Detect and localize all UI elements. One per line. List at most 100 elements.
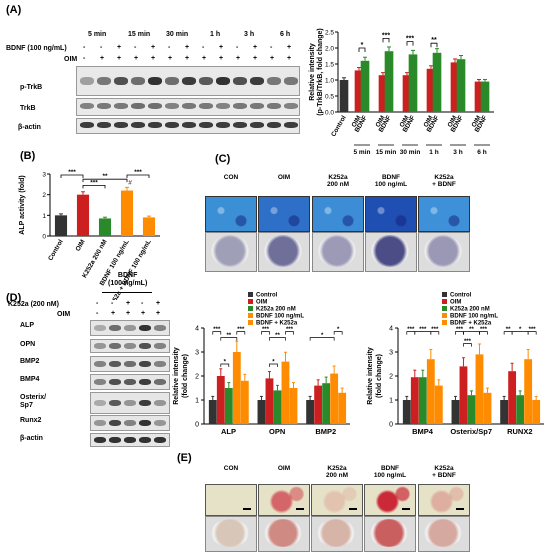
oim-sign: +	[156, 310, 161, 317]
oim-sign: +	[141, 310, 146, 317]
chart-d-left: 0 1 2 3 4 Relative intensity (fold change) Cont…	[173, 292, 350, 436]
e-dish-well	[317, 519, 355, 547]
y-tick-label: 4	[389, 326, 393, 333]
blot-band	[139, 437, 151, 443]
y-tick-label: 0	[195, 422, 199, 429]
d-oim-label: OIM	[57, 311, 71, 318]
blot-band	[109, 400, 121, 406]
significance-bracket	[430, 331, 440, 335]
blot-band	[165, 77, 179, 85]
blot-band	[139, 361, 151, 367]
oim-sign: +	[185, 55, 190, 62]
panel-label-e: (E)	[177, 452, 192, 464]
legend-label: OIM	[256, 300, 267, 306]
c-microscopy-image	[418, 196, 470, 232]
bar	[54, 215, 68, 236]
k252a-sign: +	[156, 300, 161, 307]
e-microscopy-image	[364, 484, 416, 516]
oim-sign: -	[96, 310, 99, 317]
bar	[434, 385, 443, 424]
bar	[314, 385, 323, 424]
blot-band	[199, 122, 213, 128]
panel-label-c: (C)	[215, 153, 231, 165]
bar	[475, 354, 484, 424]
legend-swatch	[442, 292, 447, 297]
bar	[483, 392, 492, 424]
c-dish-well	[264, 235, 302, 267]
significance-mark: *	[272, 360, 275, 366]
e-dish-well	[211, 519, 249, 547]
time-point-label: 3 h	[244, 31, 255, 38]
time-point-label: 1 h	[210, 31, 221, 38]
legend-label: BDNF 100 ng/mL	[256, 314, 304, 320]
d-blot-label: β-actin	[20, 435, 43, 442]
legend-label: BDNF + K252a	[256, 321, 298, 327]
e-dish-well	[264, 519, 302, 547]
y-tick-label: 0.0	[325, 110, 334, 117]
oim-sign: +	[134, 55, 139, 62]
scale-bar	[456, 508, 464, 510]
blot-band	[233, 77, 247, 85]
bar	[480, 81, 490, 112]
y-tick-label: 0	[389, 422, 393, 429]
oim-sign: +	[270, 55, 275, 62]
bar	[224, 388, 233, 424]
blot-band	[139, 420, 151, 426]
e-header: CON	[223, 465, 239, 472]
panel-label-b: (B)	[20, 150, 36, 162]
blot-band	[80, 77, 94, 85]
blot-band	[139, 400, 151, 406]
y-tick-label: 3	[389, 350, 393, 357]
blot-band	[199, 77, 213, 85]
blot-band	[97, 103, 111, 109]
significance-mark: **	[275, 333, 280, 339]
c-microscopy-image	[312, 196, 364, 232]
panel-label-a: (A)	[6, 4, 22, 16]
significance-bracket	[382, 37, 390, 43]
k252a-sign: -	[141, 300, 144, 307]
oim-sign: +	[151, 55, 156, 62]
bar	[408, 54, 418, 112]
significance-mark: ***	[90, 179, 98, 186]
bar	[426, 68, 436, 112]
blot-band	[124, 400, 136, 406]
blot-label-trkb: TrkB	[20, 105, 36, 112]
blot-band	[267, 122, 281, 128]
c-dish-well	[318, 235, 356, 267]
significance-mark: ***	[407, 327, 415, 333]
c-microscopy-image	[365, 196, 417, 232]
bdnf-sign: -	[168, 44, 171, 51]
legend-label: OIM	[450, 300, 461, 306]
blot-band	[109, 379, 121, 385]
d-blot-strip	[90, 339, 170, 353]
d-blot-label: BMP2	[20, 358, 40, 365]
oim-sign: +	[202, 55, 207, 62]
bar	[98, 218, 112, 236]
blot-band	[94, 343, 106, 349]
blot-band	[154, 437, 166, 443]
blot-band	[284, 77, 298, 85]
significance-bracket	[479, 331, 488, 335]
panel-label-d: (D)	[6, 292, 22, 304]
y-tick-label: 2	[42, 192, 46, 199]
x-tick-label: BMP2	[315, 427, 336, 436]
d-blot-strip	[90, 415, 170, 431]
oim-sign: -	[83, 55, 86, 62]
blot-band	[233, 103, 247, 109]
bar	[216, 376, 225, 424]
significance-bracket	[126, 174, 150, 179]
bar	[532, 400, 541, 424]
e-dish-well	[424, 519, 462, 547]
e-header: BDNF 100 ng/mL	[373, 465, 407, 479]
group-label: 30 min	[400, 149, 421, 156]
oim-sign: +	[100, 55, 105, 62]
blot-band	[154, 343, 166, 349]
y-axis-label: ALP activity (fold)	[19, 175, 26, 234]
bar	[142, 217, 156, 236]
x-tick-label: ALP	[221, 427, 236, 436]
blot-band	[94, 325, 106, 331]
e-microscopy-image	[205, 484, 257, 516]
time-point-label: 30 min	[166, 31, 189, 38]
bar	[273, 390, 282, 424]
